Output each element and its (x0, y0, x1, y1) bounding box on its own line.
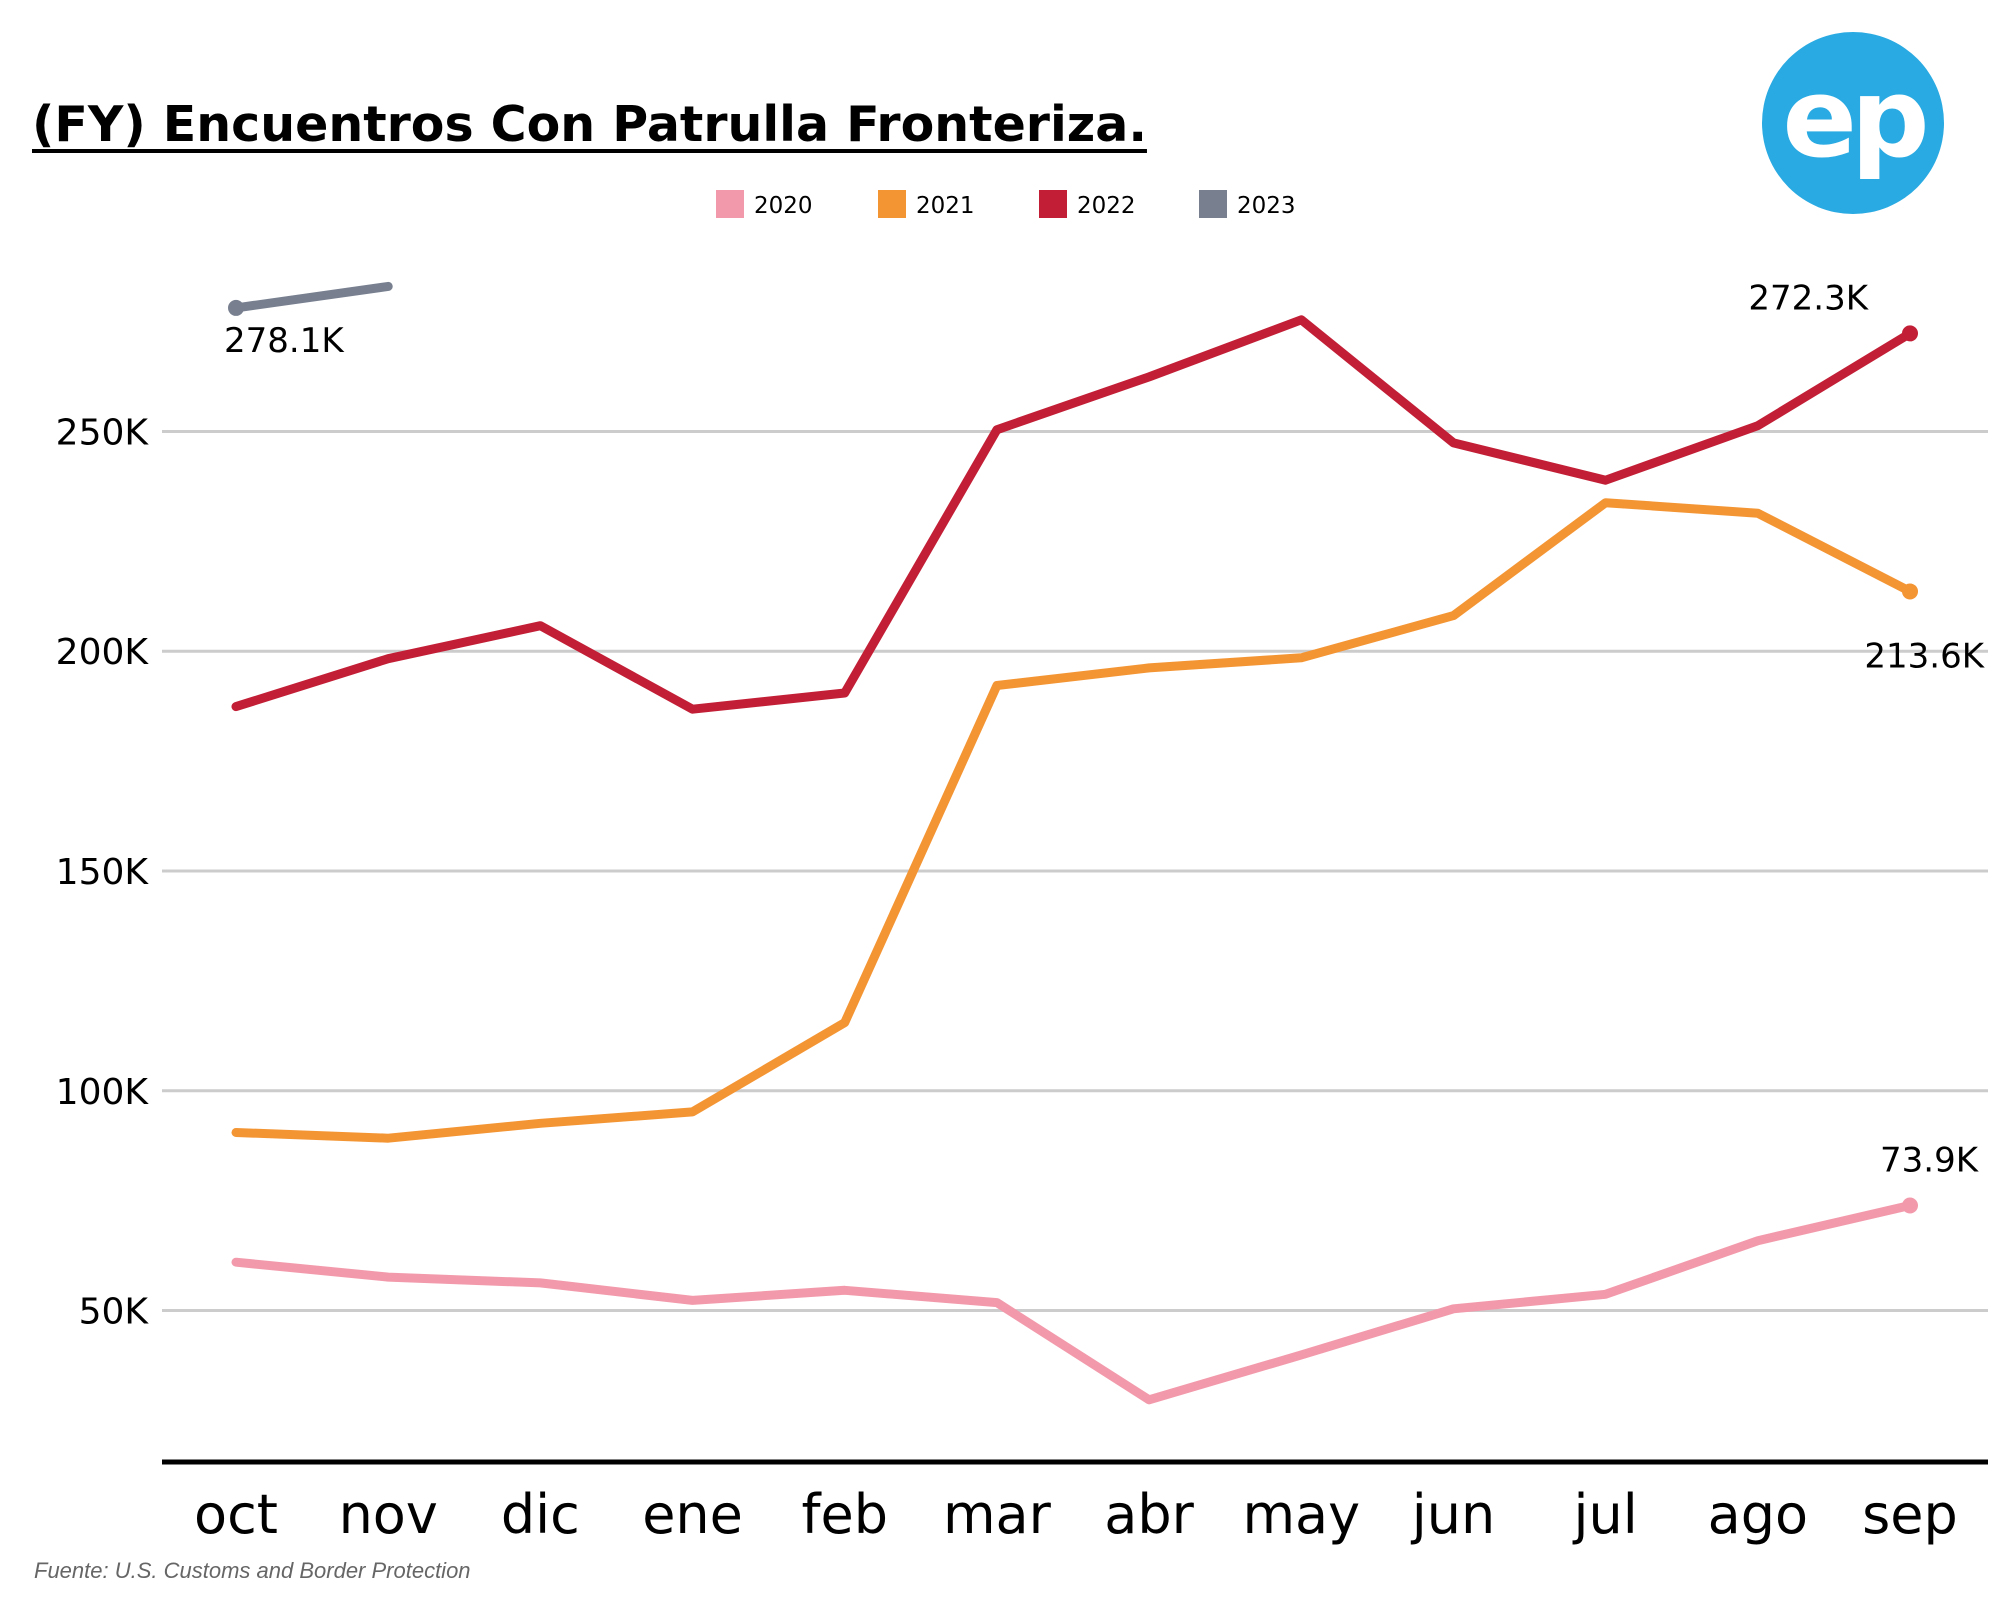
y-tick-label: 250K (56, 412, 150, 453)
x-tick-label: jun (1411, 1483, 1495, 1546)
x-axis: oct nov dic ene feb mar abr may jun jul ago sep (162, 1459, 1988, 1546)
y-axis: 50K 100K 150K 200K 250K (56, 412, 150, 1332)
logo-text: ep (1782, 54, 1929, 182)
ep-logo[interactable]: ep (1762, 32, 1944, 214)
x-tick-label: sep (1862, 1483, 1958, 1546)
y-tick-label: 50K (79, 1292, 150, 1333)
legend-swatch (878, 190, 906, 218)
legend-label: 2020 (754, 193, 813, 219)
y-tick-label: 200K (56, 632, 150, 673)
x-tick-label: abr (1104, 1483, 1194, 1546)
data-label-2021: 213.6K (1864, 636, 1985, 676)
x-tick-label: oct (194, 1483, 278, 1546)
series-line-2023 (231, 281, 393, 313)
gridlines (162, 429, 1988, 1313)
x-tick-label: mar (943, 1483, 1052, 1546)
y-tick-label: 150K (56, 852, 150, 893)
x-tick-label: nov (339, 1483, 438, 1546)
series-marker-2022 (1902, 325, 1918, 342)
x-tick-label: may (1242, 1483, 1360, 1546)
data-labels: 73.9K 213.6K 272.3K 278.1K (224, 278, 1986, 1180)
legend-swatch (1199, 190, 1227, 218)
data-label-2020: 73.9K (1880, 1140, 1980, 1180)
series-line-2021 (231, 498, 1915, 1143)
legend-swatch (716, 190, 744, 218)
data-label-2022: 272.3K (1748, 278, 1869, 318)
chart-title: (FY) Encuentros Con Patrulla Fronteriza. (32, 96, 1147, 153)
series-line-2022 (231, 315, 1915, 714)
legend: 2020 2021 2022 2023 (716, 190, 1296, 219)
series-marker-2021 (1902, 583, 1918, 600)
legend-swatch (1039, 190, 1067, 218)
x-tick-label: ene (642, 1483, 743, 1546)
y-tick-label: 100K (56, 1072, 150, 1113)
x-tick-label: ago (1708, 1483, 1808, 1546)
source-note: Fuente: U.S. Customs and Border Protecti… (34, 1558, 471, 1583)
legend-label: 2021 (916, 193, 975, 219)
data-label-2023: 278.1K (224, 321, 345, 361)
series-marker-2023 (228, 299, 244, 316)
series-marker-2020 (1902, 1197, 1918, 1214)
series-line-2020 (231, 1201, 1915, 1405)
x-tick-label: feb (801, 1483, 888, 1546)
x-tick-label: jul (1573, 1483, 1638, 1546)
x-tick-label: dic (501, 1483, 580, 1546)
series-lines (228, 281, 1918, 1405)
legend-label: 2022 (1077, 193, 1136, 219)
legend-label: 2023 (1237, 193, 1296, 219)
